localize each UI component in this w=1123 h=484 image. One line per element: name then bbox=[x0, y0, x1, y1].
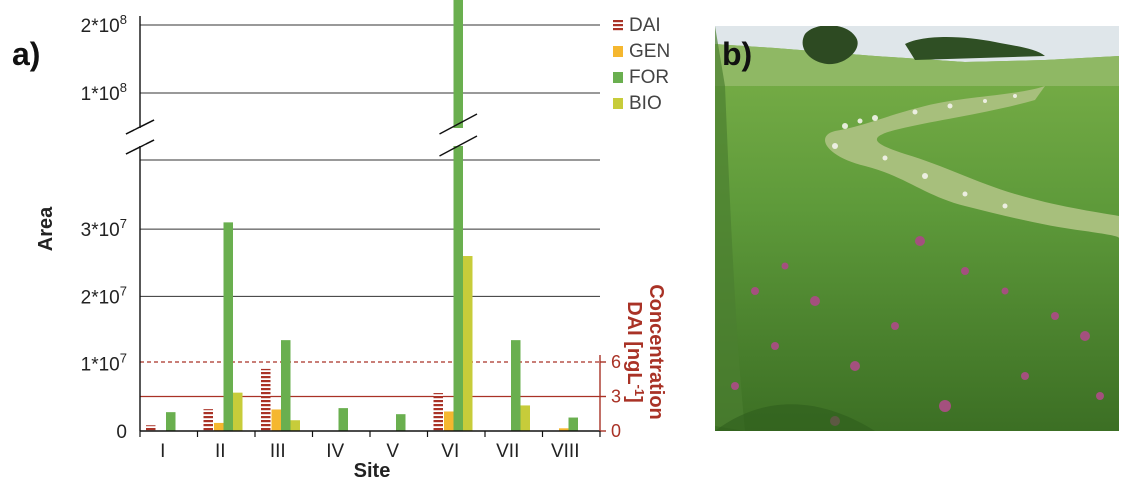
bar-for-vi bbox=[453, 0, 463, 431]
x-tick-label: II bbox=[215, 441, 226, 462]
bar-bio-iii bbox=[290, 420, 300, 431]
bar-gen-iii bbox=[271, 409, 281, 431]
bars bbox=[146, 0, 578, 431]
bar-dai-ii bbox=[203, 409, 213, 431]
bar-break-mark bbox=[439, 135, 478, 157]
bar-dai-vi bbox=[433, 393, 443, 431]
y-tick-label: 2*108 bbox=[81, 12, 127, 37]
legend-label-gen: GEN bbox=[629, 41, 670, 62]
x-tick-label: VIII bbox=[551, 441, 580, 462]
x-axis-title: Site bbox=[354, 460, 391, 482]
meadow-photo-image bbox=[715, 26, 1119, 431]
bar-for-iii bbox=[281, 340, 291, 431]
bar-break-gap bbox=[452, 128, 464, 146]
y-tick-label: 2*107 bbox=[81, 283, 127, 308]
legend-swatch-bio bbox=[613, 98, 623, 109]
axis-break-mark-upper bbox=[125, 119, 155, 135]
gridlines bbox=[140, 24, 600, 297]
legend-swatch-gen bbox=[613, 46, 623, 57]
bar-for-viii bbox=[568, 417, 578, 431]
bar-bio-ii bbox=[233, 392, 243, 431]
y-tick-label: 0 bbox=[116, 422, 127, 443]
axis-break-mark-lower bbox=[125, 139, 155, 155]
secondary-tick-label: 6 bbox=[611, 352, 621, 372]
legend-swatch-for bbox=[613, 72, 623, 83]
x-tick-label: V bbox=[386, 441, 399, 462]
x-tick-label: IV bbox=[326, 441, 344, 462]
bar-break-mark bbox=[439, 113, 478, 135]
bar-gen-ii bbox=[214, 422, 224, 431]
secondary-axis-title-line1: Concentration bbox=[645, 284, 667, 420]
legend-label-bio: BIO bbox=[629, 93, 662, 114]
x-tick-label: VI bbox=[441, 441, 459, 462]
secondary-axis-title-line2: DAI [ngL-1] bbox=[623, 301, 647, 403]
bar-for-vii bbox=[511, 340, 521, 431]
bar-for-ii bbox=[223, 222, 233, 431]
bar-dai-i bbox=[146, 425, 156, 431]
bar-for-iv bbox=[338, 408, 348, 431]
bar-gen-vi bbox=[444, 411, 454, 431]
legend-label-dai: DAI bbox=[629, 15, 661, 36]
y-tick-label: 1*107 bbox=[81, 351, 127, 376]
meadow-photo bbox=[715, 26, 1119, 431]
secondary-tick-label: 3 bbox=[611, 387, 621, 407]
bar-for-v bbox=[396, 414, 406, 431]
x-tick-label: VII bbox=[496, 441, 519, 462]
dai-reference-lines bbox=[140, 361, 600, 398]
x-tick-label: I bbox=[160, 441, 165, 462]
legend-label-for: FOR bbox=[629, 67, 669, 88]
secondary-tick-label: 0 bbox=[611, 421, 621, 441]
bar-for-i bbox=[166, 412, 176, 431]
y-tick-label: 3*107 bbox=[81, 216, 127, 241]
panel-b-label: b) bbox=[722, 36, 753, 72]
y-tick-label: 1*108 bbox=[81, 80, 127, 105]
panel-a-label: a) bbox=[12, 36, 41, 72]
bar-dai-iii bbox=[261, 368, 271, 431]
legend-swatch-dai bbox=[613, 20, 623, 31]
y-axis-title: Area bbox=[35, 206, 57, 251]
bar-bio-vii bbox=[520, 405, 530, 431]
x-tick-label: III bbox=[270, 441, 286, 462]
axis-break-gap bbox=[134, 128, 146, 146]
axes bbox=[125, 16, 606, 437]
bar-gen-viii bbox=[559, 428, 569, 431]
bar-bio-vi bbox=[463, 256, 473, 431]
legend: DAI GEN FOR BIO bbox=[613, 15, 670, 114]
